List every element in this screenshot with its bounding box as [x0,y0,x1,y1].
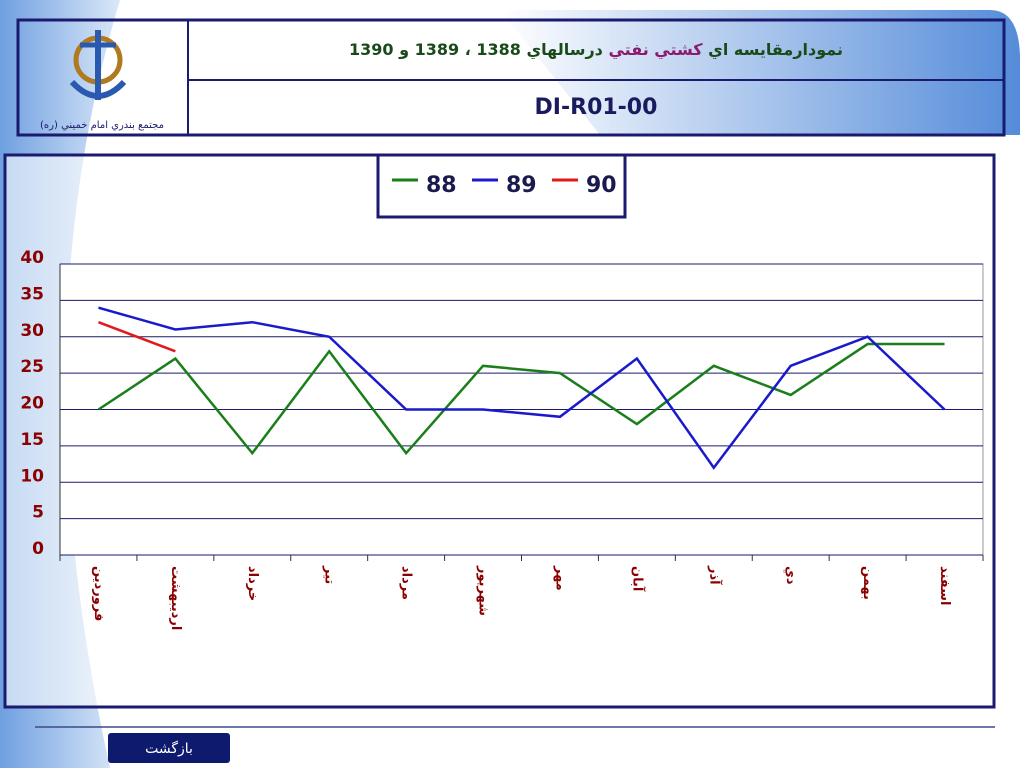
x-tick-label: فروردين [91,566,106,621]
x-tick-label: تير [322,565,337,584]
x-tick-label: دي [783,566,798,585]
y-tick-label: 40 [20,248,44,268]
y-tick-label: 30 [20,321,44,341]
y-tick-label: 0 [32,539,44,559]
button-bg[interactable] [108,733,230,763]
series-line [98,306,946,470]
x-tick-label: آبان [629,566,646,592]
doc-code: DI-R01-00 [535,95,658,120]
y-tick-label: 5 [32,503,44,523]
x-tick-label: مرداد [399,566,414,600]
legend-label: 89 [506,173,537,198]
y-tick-label: 25 [20,357,44,377]
header-title: نمودارمقايسه اي كشتي نفتي درسالهاي 1388 … [349,40,843,60]
x-tick-label: اسفند [937,566,952,605]
legend-box [376,153,627,219]
back-button[interactable]: بازگشت [108,733,230,763]
x-tick-label: خرداد [245,566,260,601]
logo [69,30,127,100]
title-part: نمودارمقايسه اي [708,40,843,60]
series-line [98,321,176,353]
x-tick-label: ارديبهشت [168,566,183,630]
y-tick-label: 35 [20,284,44,304]
y-tick-label: 15 [20,430,44,450]
x-tick-label: آذر [706,565,723,585]
title-part: كشتي نفتي [608,40,703,60]
y-tick-label: 10 [20,466,44,486]
x-tick-label: مهر [552,565,567,591]
x-tick-label: شهريور [476,565,491,616]
button-label[interactable]: بازگشت [145,740,193,757]
legend-label: 90 [586,173,617,198]
legend-label: 88 [426,173,457,198]
corner-decor [500,10,1020,135]
title-part: درسالهاي 1388 ، 1389 و 1390 [349,40,603,60]
logo-caption: مجتمع بندري امام خميني (ره) [40,120,164,131]
header-box [16,18,1006,137]
series-line [97,342,945,456]
y-tick-label: 20 [20,394,44,414]
x-tick-label: بهمن [860,566,875,600]
